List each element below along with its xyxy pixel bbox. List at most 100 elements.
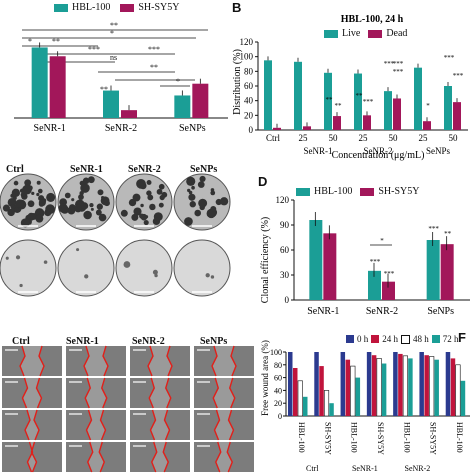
significance-label: *** xyxy=(453,72,464,80)
bar xyxy=(323,390,330,417)
x-tick-label: SeNR-1 xyxy=(34,123,66,134)
colony xyxy=(197,181,205,188)
colony xyxy=(144,215,149,219)
x-tick-label: SH-SY5Y xyxy=(323,422,332,455)
wound-edge xyxy=(24,409,31,441)
wound-edge xyxy=(38,345,45,377)
bar xyxy=(273,127,281,130)
bar xyxy=(324,72,332,130)
wound-edge xyxy=(228,377,236,409)
colony xyxy=(96,203,103,210)
wound-gap xyxy=(212,346,236,376)
colony xyxy=(20,192,26,198)
wound-label-senps: SeNPs xyxy=(200,336,228,347)
colony xyxy=(143,219,149,226)
colony xyxy=(198,198,208,208)
colony xyxy=(5,256,9,260)
bar xyxy=(288,352,293,416)
colony xyxy=(20,218,30,228)
x-tick-label: HBL-100 xyxy=(402,422,411,453)
significance-label: *** xyxy=(363,98,374,106)
colony xyxy=(82,177,90,185)
wound-edge xyxy=(100,377,108,409)
y-tick-label: 120 xyxy=(276,195,290,205)
group-label: Ctrl xyxy=(306,464,319,473)
bar xyxy=(329,403,334,416)
colony xyxy=(7,197,17,207)
sig-label: ** xyxy=(150,63,158,72)
colony xyxy=(98,213,107,222)
bar xyxy=(408,358,413,416)
colony xyxy=(71,198,75,202)
colony xyxy=(38,199,46,207)
colony xyxy=(191,185,195,190)
colony xyxy=(184,217,193,226)
bar xyxy=(381,363,387,416)
wound-edge xyxy=(212,377,220,409)
colony xyxy=(95,209,102,216)
colony xyxy=(219,197,229,206)
colony xyxy=(87,176,95,184)
bar xyxy=(460,380,466,416)
legend-swatch-hbl xyxy=(296,187,310,196)
wound-edge xyxy=(149,409,157,441)
y-tick-label: 20 xyxy=(274,399,282,408)
bar xyxy=(368,270,381,300)
x-tick-label: HBL-100 xyxy=(350,422,359,453)
bar xyxy=(103,90,119,118)
legend-label-live: Live xyxy=(342,28,361,39)
colony xyxy=(79,190,84,196)
wound-edge xyxy=(19,345,26,377)
y-tick-label: 40 xyxy=(244,96,254,106)
significance-label: *** xyxy=(428,225,439,233)
colony xyxy=(140,203,144,208)
significance-label: *** xyxy=(444,54,455,62)
colony xyxy=(13,180,19,186)
bar xyxy=(192,83,209,118)
legend-label-dead: Dead xyxy=(386,28,408,39)
colony xyxy=(158,202,164,208)
wound-label-senr2: SeNR-2 xyxy=(132,336,165,347)
bar xyxy=(450,358,456,416)
x-tick-label: 25 xyxy=(419,133,429,143)
wound-gap xyxy=(85,378,107,408)
bar xyxy=(294,61,302,130)
panel-a-chart: HBL-100 SH-SY5Y ** * ** *** ns ** * *** … xyxy=(0,0,232,140)
colony xyxy=(15,255,21,260)
bar xyxy=(354,73,362,130)
bar xyxy=(440,244,454,300)
x-tick-label: SH-SY5Y xyxy=(376,422,385,455)
panel-d-plot: Clonal efficiency (%) 0 30 60 90 120 SeNR-1 Se… xyxy=(260,195,470,317)
panel-d-chart: HBL-100 SH-SY5Y Clonal efficiency (%) 0 3… xyxy=(258,172,474,322)
x-tick-label: 50 xyxy=(329,133,339,143)
plate-label-ctrl: Ctrl xyxy=(6,164,24,175)
bar xyxy=(314,352,319,416)
significance-label: * xyxy=(380,237,384,245)
y-tick-label: 100 xyxy=(240,52,254,62)
bar xyxy=(323,233,337,300)
wound-gap xyxy=(20,346,44,376)
wound-edge xyxy=(227,409,235,441)
wound-edge xyxy=(147,345,154,377)
colony xyxy=(43,260,48,264)
bar xyxy=(455,364,461,417)
legend-label-shsy5y: SH-SY5Y xyxy=(138,2,180,13)
bar xyxy=(445,352,451,416)
colony xyxy=(205,273,210,278)
sig-label: * xyxy=(28,37,32,46)
legend-swatch-0h xyxy=(346,335,354,343)
colony xyxy=(194,209,202,217)
wound-edge xyxy=(33,409,40,441)
colony xyxy=(159,194,165,201)
colony xyxy=(36,192,40,197)
colony xyxy=(11,188,21,197)
colony xyxy=(74,204,82,213)
colony xyxy=(210,205,217,212)
culture-plate xyxy=(57,239,115,297)
bar xyxy=(366,352,372,416)
wound-edge xyxy=(102,345,109,377)
colony xyxy=(139,213,145,219)
colony-plates xyxy=(0,173,231,297)
bar xyxy=(419,352,424,416)
panel-a-plot: ** * ** *** ns ** * *** ** * SeNR-1 SeNR-… xyxy=(14,21,228,134)
